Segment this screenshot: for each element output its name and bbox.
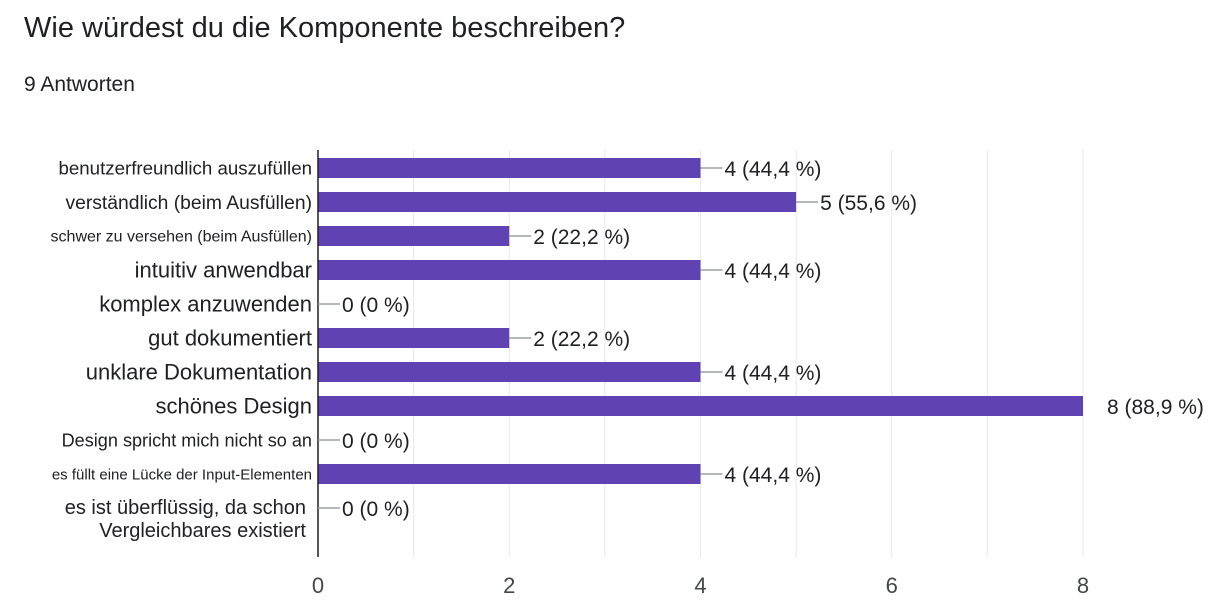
category-label: schönes Design — [155, 394, 312, 419]
category-label: unklare Dokumentation — [86, 360, 312, 385]
bar — [318, 260, 701, 280]
category-label: Design spricht mich nicht so an — [62, 430, 312, 450]
data-label: 2 (22,2 %) — [533, 328, 630, 351]
data-label: 4 (44,4 %) — [725, 158, 822, 181]
data-label: 0 (0 %) — [342, 498, 410, 521]
question-title: Wie würdest du die Komponente beschreibe… — [24, 12, 626, 44]
x-tick-label: 8 — [1077, 573, 1089, 598]
x-tick-label: 0 — [312, 573, 324, 598]
bar — [318, 464, 701, 484]
data-label: 8 (88,9 %) — [1107, 396, 1204, 419]
bar — [318, 158, 701, 178]
data-label: 2 (22,2 %) — [533, 226, 630, 249]
category-label: Vergleichbares existiert — [99, 520, 306, 542]
axis: 0 2 4 6 8 — [312, 150, 1089, 598]
data-label: 5 (55,6 %) — [820, 192, 917, 215]
category-label: intuitiv anwendbar — [135, 258, 312, 283]
bar — [318, 396, 1083, 416]
category-label: schwer zu versehen (beim Ausfüllen) — [51, 229, 312, 246]
category-label: benutzerfreundlich auszufüllen — [59, 158, 313, 179]
bars — [318, 158, 1083, 484]
category-label: es füllt eine Lücke der Input-Elementen — [52, 466, 312, 483]
category-label: verständlich (beim Ausfüllen) — [66, 193, 313, 214]
x-tick-label: 6 — [886, 573, 898, 598]
data-label: 0 (0 %) — [342, 294, 410, 317]
category-label: komplex anzuwenden — [99, 292, 312, 317]
data-label: 4 (44,4 %) — [725, 362, 822, 385]
bar — [318, 362, 701, 382]
bar — [318, 328, 510, 348]
gridlines — [413, 150, 1084, 557]
x-tick-label: 4 — [694, 573, 706, 598]
data-label: 4 (44,4 %) — [725, 260, 822, 283]
response-count: 9 Antworten — [24, 73, 135, 96]
data-label: 0 (0 %) — [342, 430, 410, 453]
category-label: es ist überflüssig, da schon — [65, 497, 306, 519]
bar — [318, 192, 797, 212]
category-label: gut dokumentiert — [148, 326, 312, 351]
data-label: 4 (44,4 %) — [725, 464, 822, 487]
bar — [318, 226, 510, 246]
x-tick-label: 2 — [503, 573, 515, 598]
labels: benutzerfreundlich auszufüllen verständli… — [51, 158, 1204, 542]
